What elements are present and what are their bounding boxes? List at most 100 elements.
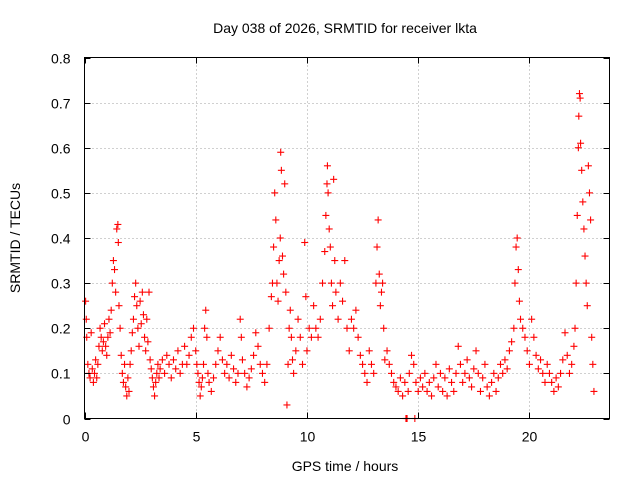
data-point xyxy=(195,378,203,386)
data-point xyxy=(119,378,127,386)
data-point xyxy=(352,306,360,314)
data-point xyxy=(102,342,110,350)
data-point xyxy=(142,347,150,355)
data-point xyxy=(88,365,96,373)
data-point xyxy=(570,342,578,350)
data-point xyxy=(581,252,589,260)
data-point xyxy=(272,216,280,224)
data-point xyxy=(405,369,413,377)
data-point xyxy=(115,302,123,310)
data-point xyxy=(84,360,92,368)
x-axis-label: GPS time / hours xyxy=(292,458,399,474)
data-point xyxy=(288,356,296,364)
data-point xyxy=(200,360,208,368)
data-point xyxy=(302,293,310,301)
data-point xyxy=(537,356,545,364)
data-point xyxy=(512,243,520,251)
data-point xyxy=(345,347,353,355)
data-point xyxy=(301,239,309,247)
data-point xyxy=(401,378,409,386)
data-point xyxy=(112,288,120,296)
data-point xyxy=(528,315,536,323)
data-point xyxy=(183,360,191,368)
data-point xyxy=(376,302,384,310)
data-point xyxy=(513,234,521,242)
data-point xyxy=(245,374,253,382)
data-point xyxy=(541,378,549,386)
y-tick-label: 0.8 xyxy=(51,51,71,67)
data-point xyxy=(305,324,313,332)
data-point xyxy=(131,293,139,301)
data-point xyxy=(296,333,304,341)
data-point xyxy=(92,356,100,364)
data-point xyxy=(416,374,424,382)
data-point xyxy=(104,333,112,341)
data-point xyxy=(499,369,507,377)
data-point xyxy=(379,279,387,287)
data-point xyxy=(256,360,264,368)
data-point xyxy=(365,347,373,355)
data-point xyxy=(587,216,595,224)
data-point xyxy=(97,333,105,341)
data-point xyxy=(488,378,496,386)
data-point xyxy=(263,360,271,368)
data-point xyxy=(96,324,104,332)
data-point xyxy=(282,288,290,296)
data-point xyxy=(124,374,132,382)
data-point xyxy=(517,315,525,323)
data-point xyxy=(89,378,97,386)
data-point xyxy=(425,378,433,386)
data-point xyxy=(375,270,383,278)
data-point xyxy=(452,369,460,377)
data-point xyxy=(210,374,218,382)
data-point xyxy=(470,365,478,373)
data-point xyxy=(434,383,442,391)
data-point xyxy=(287,333,295,341)
y-tick-label: 0.5 xyxy=(51,186,71,202)
data-point xyxy=(230,365,238,373)
data-point xyxy=(383,347,391,355)
data-point xyxy=(381,356,389,364)
data-point xyxy=(114,239,122,247)
data-point xyxy=(149,383,157,391)
data-point xyxy=(341,257,349,265)
data-point xyxy=(273,279,281,287)
data-point xyxy=(232,378,240,386)
data-point xyxy=(523,347,531,355)
data-point xyxy=(252,329,260,337)
data-point xyxy=(485,392,493,400)
y-tick-labels: 0 0.1 0.2 0.3 0.4 0.5 0.6 0.7 0.8 xyxy=(51,51,71,428)
data-point xyxy=(203,333,211,341)
data-point xyxy=(350,324,358,332)
data-point xyxy=(105,315,113,323)
data-point xyxy=(227,351,235,359)
data-point xyxy=(148,374,156,382)
grid-lines xyxy=(84,57,610,419)
data-point xyxy=(585,189,593,197)
data-point xyxy=(250,351,258,359)
data-point xyxy=(275,257,283,265)
data-point xyxy=(465,374,473,382)
data-point xyxy=(359,360,367,368)
data-point xyxy=(116,324,124,332)
data-point xyxy=(356,351,364,359)
data-point xyxy=(153,369,161,377)
data-point xyxy=(377,288,385,296)
data-point xyxy=(410,360,418,368)
data-point xyxy=(568,360,576,368)
data-point xyxy=(136,297,144,305)
data-point xyxy=(332,288,340,296)
data-point xyxy=(290,369,298,377)
data-point xyxy=(185,351,193,359)
data-point xyxy=(580,225,588,233)
data-point xyxy=(156,365,164,373)
data-point xyxy=(515,297,523,305)
data-point xyxy=(530,333,538,341)
data-point xyxy=(139,311,147,319)
data-point xyxy=(94,360,102,368)
data-point xyxy=(456,360,464,368)
data-point xyxy=(154,360,162,368)
data-point xyxy=(243,383,251,391)
data-point xyxy=(396,374,404,382)
data-point xyxy=(278,252,286,260)
